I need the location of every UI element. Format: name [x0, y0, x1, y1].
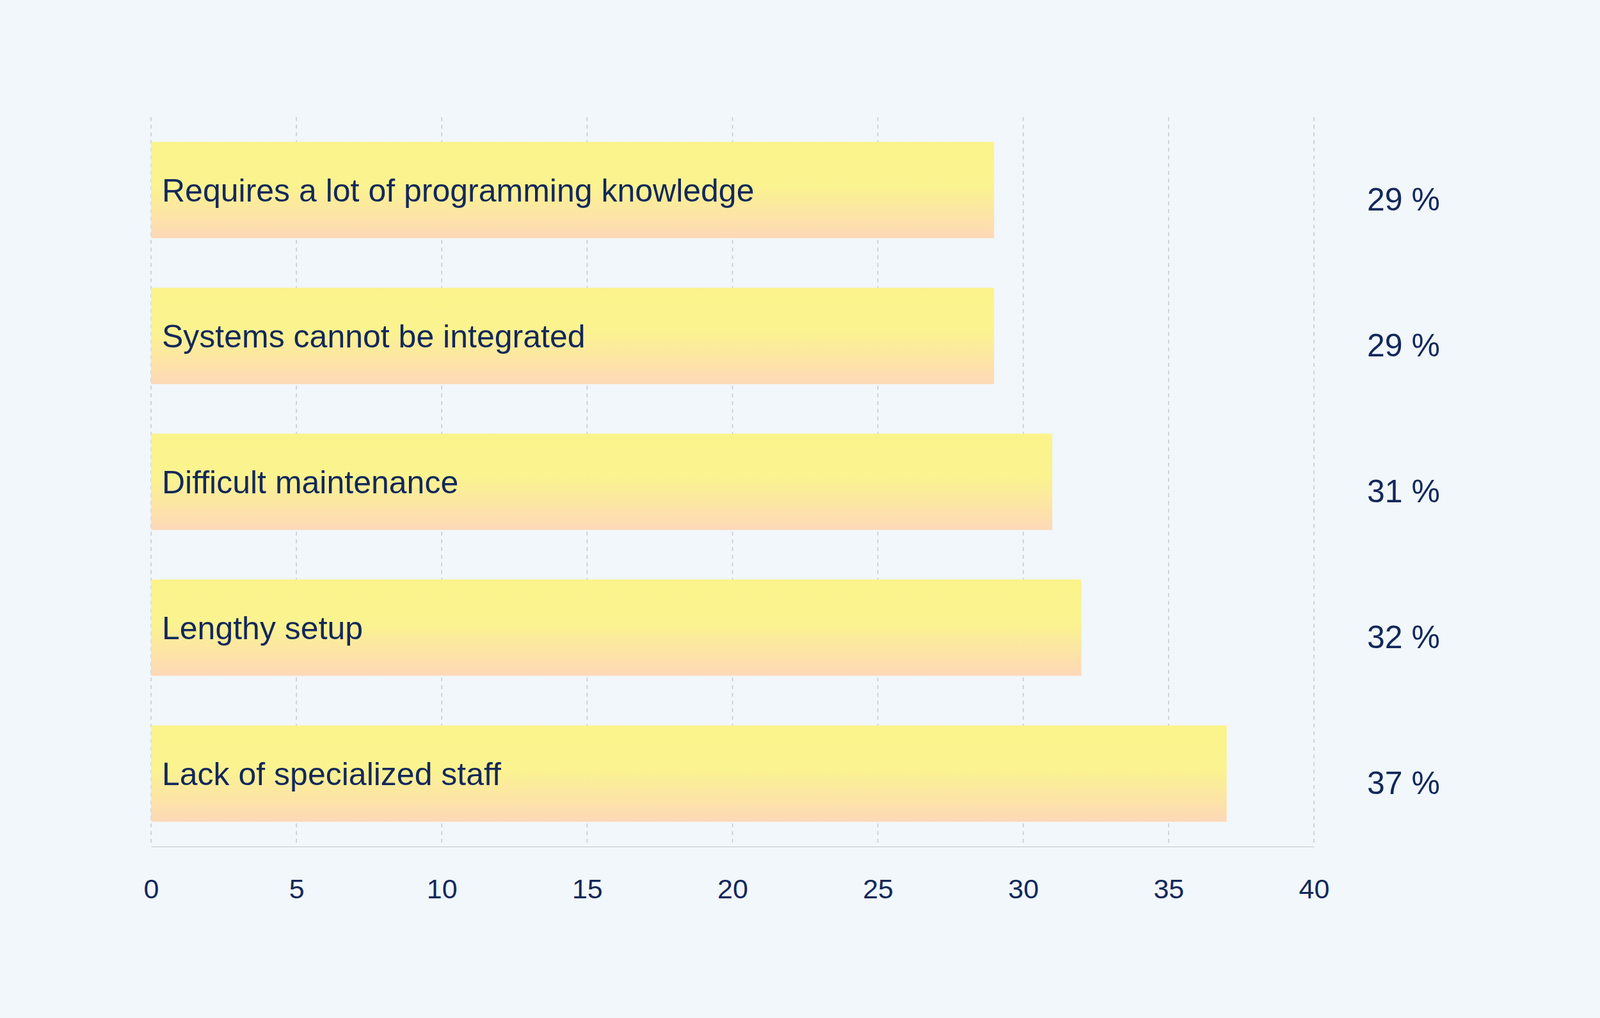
bar: [151, 579, 1082, 676]
data-label: 37 %: [1367, 765, 1440, 802]
category-label: Lengthy setup: [161, 610, 363, 647]
tick: 35: [1153, 846, 1184, 905]
tick: 25: [862, 846, 894, 905]
tick-label: 5: [289, 873, 305, 905]
x-axis: 0 5 10 15 20 25 30 35 40: [144, 846, 1330, 905]
category-label: Requires a lot of programming knowledge: [161, 172, 755, 209]
tick: 5: [289, 846, 305, 905]
category-labels: Requires a lot of programming knowledge S…: [161, 172, 755, 793]
category-label: Lack of specialized staff: [161, 756, 502, 793]
data-label: 32 %: [1367, 619, 1440, 656]
grid: [151, 117, 1314, 847]
axis-line: [151, 846, 1315, 848]
chart-svg: Requires a lot of programming knowledge S…: [0, 0, 1600, 1018]
tick-label: 25: [862, 873, 894, 905]
tick-label: 15: [572, 873, 603, 905]
bar: [151, 142, 994, 239]
tick: 15: [572, 846, 603, 905]
category-label: Difficult maintenance: [161, 464, 459, 501]
grid-line: [1313, 117, 1315, 847]
tick: 30: [1008, 846, 1039, 905]
tick: 40: [1299, 846, 1330, 905]
bar: [151, 288, 994, 384]
tick-label: 0: [144, 873, 160, 905]
tick-label: 40: [1299, 873, 1330, 905]
data-label: 29 %: [1367, 181, 1440, 218]
tick: 0: [144, 846, 160, 905]
tick-label: 10: [426, 873, 458, 905]
background: [0, 0, 1600, 1018]
tick-label: 20: [717, 873, 749, 905]
category-label: Systems cannot be integrated: [161, 318, 586, 355]
bars: [151, 142, 1227, 822]
tick-label: 30: [1008, 873, 1039, 905]
tick: 10: [426, 846, 458, 905]
tick: 20: [717, 846, 749, 905]
chart-container: Requires a lot of programming knowledge S…: [0, 0, 1600, 1018]
data-label: 29 %: [1367, 327, 1440, 364]
data-labels: 29 % 29 % 31 % 32 % 37 %: [1367, 181, 1440, 802]
tick-label: 35: [1153, 873, 1184, 905]
bar: [151, 725, 1227, 822]
data-label: 31 %: [1367, 473, 1440, 510]
bar: [151, 433, 1053, 530]
